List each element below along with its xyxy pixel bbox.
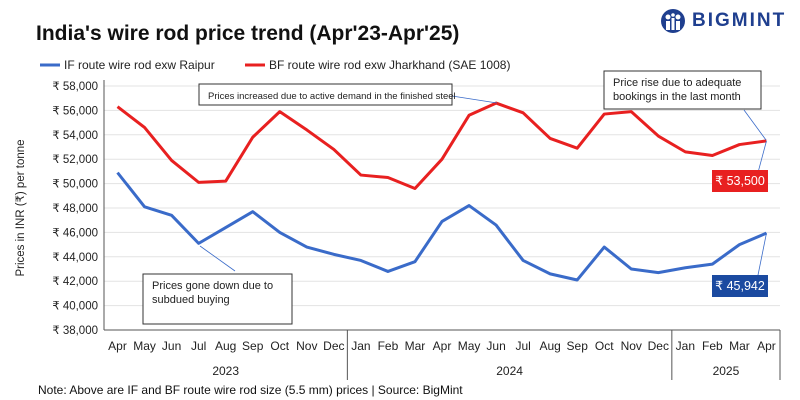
x-tick-label: Oct xyxy=(270,339,289,353)
x-tick-label: Feb xyxy=(378,339,399,353)
year-label: 2023 xyxy=(212,364,239,378)
logo-icon xyxy=(661,9,685,33)
x-tick-label: Dec xyxy=(648,339,669,353)
chart-title: India's wire rod price trend (Apr'23-Apr… xyxy=(36,22,460,45)
series-line-if xyxy=(116,171,768,282)
x-tick-label: Jun xyxy=(162,339,181,353)
y-tick-label: ₹ 48,000 xyxy=(52,203,98,215)
annotation: subdued buying xyxy=(152,294,230,306)
y-tick-label: ₹ 58,000 xyxy=(52,81,98,93)
data-label-bg xyxy=(712,170,768,192)
x-tick-label: Jan xyxy=(676,339,695,353)
series-line-bf xyxy=(116,101,767,190)
x-tick-label: Jul xyxy=(515,339,530,353)
source-note: Note: Above are IF and BF route wire rod… xyxy=(38,383,463,397)
x-tick-label: Mar xyxy=(405,339,426,353)
x-tick-label: Mar xyxy=(729,339,750,353)
y-tick-label: ₹ 42,000 xyxy=(52,276,98,288)
year-label: 2025 xyxy=(713,364,740,378)
annotation: Price rise due to adequate xyxy=(613,77,741,89)
x-tick-label: Dec xyxy=(323,339,344,353)
annotation-leader xyxy=(451,95,498,104)
bigmint-logo: BIGMINT xyxy=(660,8,786,34)
annotation-box xyxy=(198,83,453,106)
x-tick-label: May xyxy=(133,339,156,353)
annotation: Prices gone down due to xyxy=(152,280,273,292)
annotation-box xyxy=(603,70,762,110)
x-tick-label: Jul xyxy=(191,339,206,353)
y-tick-label: ₹ 50,000 xyxy=(52,179,98,191)
y-tick-label: ₹ 44,000 xyxy=(52,252,98,264)
logo-text: BIGMINT xyxy=(692,10,787,31)
x-tick-label: Sep xyxy=(567,339,589,353)
data-label: ₹ 45,942 xyxy=(715,279,765,293)
annotation-leader xyxy=(743,109,767,141)
legend-label: BF route wire rod exw Jharkhand (SAE 100… xyxy=(269,58,510,72)
x-tick-label: Nov xyxy=(296,339,317,353)
legend-label: IF route wire rod exw Raipur xyxy=(64,58,215,72)
y-tick-label: ₹ 54,000 xyxy=(52,130,98,142)
annotation: Prices increased due to active demand in… xyxy=(208,91,456,102)
data-label: ₹ 53,500 xyxy=(715,174,765,188)
x-tick-label: May xyxy=(458,339,481,353)
x-tick-label: Feb xyxy=(702,339,723,353)
x-tick-label: Jun xyxy=(486,339,505,353)
x-tick-label: Aug xyxy=(215,339,236,353)
y-tick-label: ₹ 46,000 xyxy=(52,227,98,239)
y-tick-label: ₹ 38,000 xyxy=(52,325,98,337)
y-tick-label: ₹ 52,000 xyxy=(52,154,98,166)
y-tick-label: ₹ 56,000 xyxy=(52,105,98,117)
annotation-leader xyxy=(199,245,236,272)
x-tick-label: Nov xyxy=(621,339,642,353)
year-label: 2024 xyxy=(496,364,523,378)
y-tick-label: ₹ 40,000 xyxy=(52,301,98,313)
x-tick-label: Apr xyxy=(757,339,776,353)
x-tick-label: Apr xyxy=(108,339,127,353)
x-tick-label: Aug xyxy=(539,339,560,353)
data-label-bg xyxy=(712,275,768,297)
x-tick-label: Sep xyxy=(242,339,264,353)
y-axis-title: Prices in INR (₹) per tonne xyxy=(15,139,27,276)
x-tick-label: Oct xyxy=(595,339,614,353)
x-tick-label: Jan xyxy=(351,339,370,353)
annotation: bookings in the last month xyxy=(613,91,741,103)
annotation-box xyxy=(142,273,293,325)
x-tick-label: Apr xyxy=(433,339,452,353)
